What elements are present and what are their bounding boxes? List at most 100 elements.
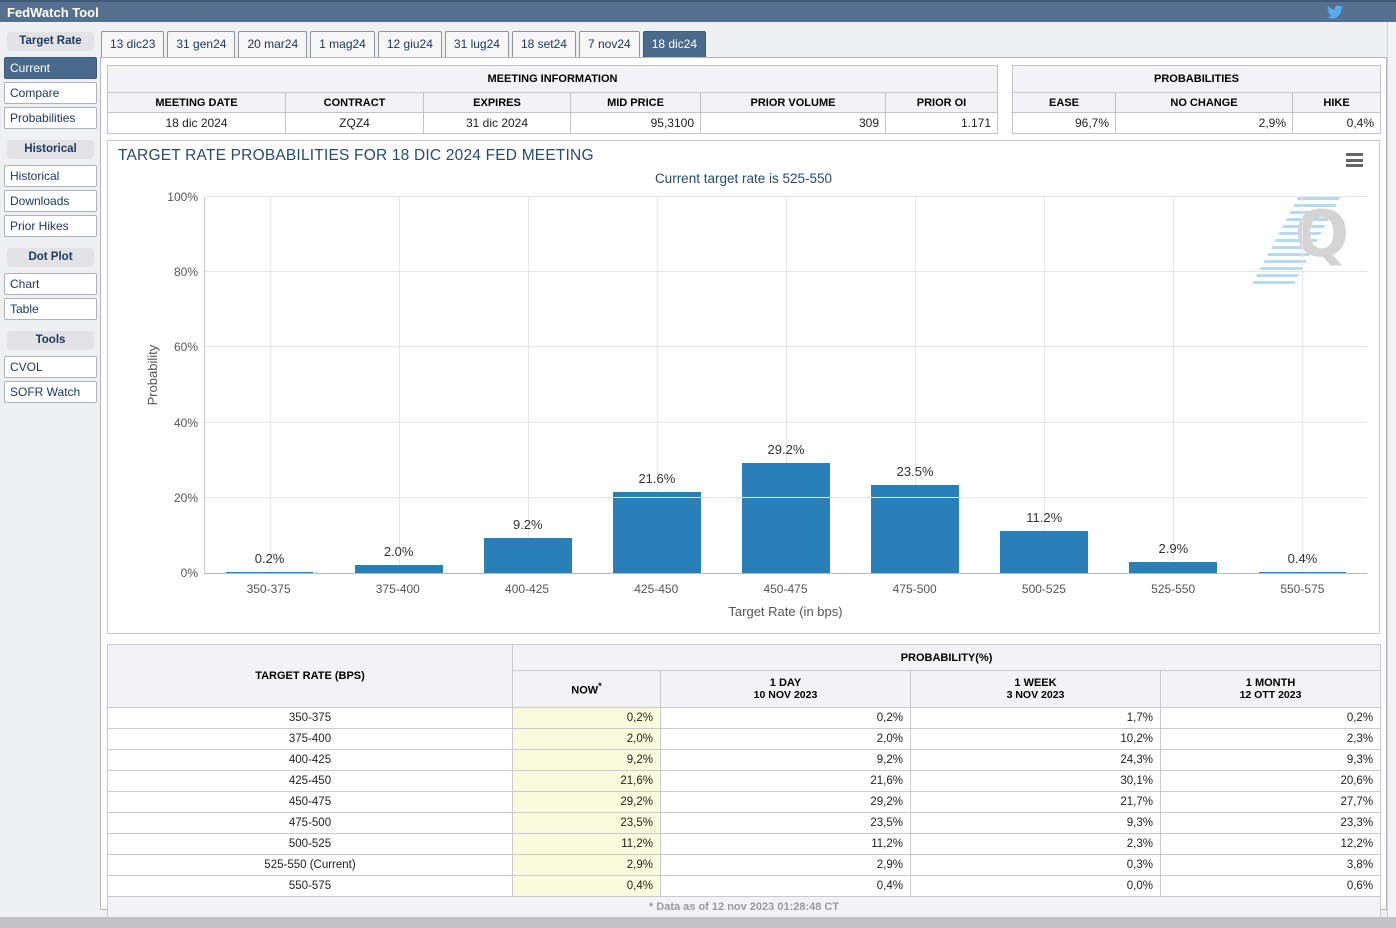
probability-bar-375-400 [354,565,443,573]
rate-cell: 525-550 (Current) [107,854,513,876]
bar-value-label: 23.5% [896,463,934,479]
category-500-525: 11.2% [980,197,1109,573]
sidebar-item-historical[interactable]: Historical [4,165,97,187]
sidebar-item-prior-hikes[interactable]: Prior Hikes [4,215,97,237]
probability-bar-350-375 [225,572,314,573]
value-cell: 12,2% [1159,833,1382,855]
value-cell: 1,7% [910,707,1161,729]
column-header-ease: EASE [1012,92,1116,113]
bar-series: 0.2% 2.0% 9.2% 21.6% 29.2% 23.5% 11.2% 2.9% 0.4% [205,197,1367,573]
meeting-date-tabs: 13 dic23 31 gen24 20 mar24 1 mag24 12 giu24 3… [101,31,707,59]
prob-header-row: EASE NO CHANGE HIKE [1012,92,1382,113]
tab-31-lug24[interactable]: 31 lug24 [444,31,509,59]
bottom-scrollbar-strip[interactable] [0,917,1396,928]
probability-bar-500-525 [1000,530,1089,573]
category-425-450: 21.6% [592,197,721,573]
probability-chart-panel: TARGET RATE PROBABILITIES FOR 18 DIC 202… [107,140,1380,634]
right-scroll-rail[interactable] [1387,22,1396,917]
header-line1: 1 MONTH [1245,677,1296,689]
sidebar-header-target-rate: Target Rate [7,32,94,51]
meeting-value-mid-price: 95,3100 [570,112,701,134]
twitter-icon[interactable] [1326,4,1344,20]
bar-value-label: 11.2% [1026,509,1063,525]
chart-menu-icon[interactable] [1346,153,1363,170]
bar-value-label: 9.2% [512,517,543,533]
meeting-value-contract: ZQZ4 [285,112,424,134]
probability-history-table: TARGET RATE (BPS) PROBABILITY(%) NOW* 1 DAY… [106,644,1382,918]
gridline [205,196,1367,197]
rate-cell: 375-400 [107,728,513,750]
meeting-header-row: MEETING DATE CONTRACT EXPIRES MID PRICE PRIO… [107,92,998,113]
probability-bar-450-475 [742,463,830,573]
sidebar-item-probabilities[interactable]: Probabilities [4,107,97,129]
sidebar-item-cvol[interactable]: CVOL [4,356,97,378]
x-axis-category-labels: 350-375 375-400 400-425 425-450 450-475 475-5… [204,582,1367,596]
rate-column-header: TARGET RATE (BPS) [107,644,513,708]
sidebar-section-target-rate: Target Rate Current Compare Probabilities [4,32,97,129]
category-550-575: 0.4% [1238,197,1367,573]
x-category-label-525-550: 525-550 [1151,582,1196,596]
sidebar-item-chart[interactable]: Chart [4,273,97,295]
sidebar-item-downloads[interactable]: Downloads [4,190,97,212]
rate-cell: 550-575 [107,875,513,897]
y-tick-label: 20% [173,490,198,505]
probabilities-summary-table: PROBABILITIES EASE NO CHANGE HIKE 96,7% 2,9% 0… [1011,65,1382,134]
bar-value-label: 0.4% [1287,550,1318,566]
category-525-550: 2.9% [1109,197,1238,573]
vertical-gridline [1044,197,1046,573]
now-value-cell: 9,2% [512,749,661,771]
table-row: 525-550 (Current) 2,9% 2,9% 0,3% 3,8% [107,854,1382,876]
tab-1-mag24[interactable]: 1 mag24 [310,31,375,59]
plot-area: 0.2% 2.0% 9.2% 21.6% 29.2% 23.5% 11.2% 2.9% 0.4%… [167,190,1367,580]
bar-value-label: 2.9% [1158,541,1189,557]
sidebar-item-current[interactable]: Current [4,57,97,79]
sidebar-header-dot-plot: Dot Plot [7,248,94,267]
category-450-475: 29.2% [721,197,850,573]
chart-subtitle: Current target rate is 525-550 [654,171,833,186]
category-475-500: 23.5% [851,197,980,573]
tab-31-gen24[interactable]: 31 gen24 [167,31,236,59]
sidebar-item-table[interactable]: Table [4,298,97,320]
x-category-label-400-425: 400-425 [505,582,550,596]
value-cell: 30,1% [910,770,1161,792]
now-value-cell: 2,0% [512,728,661,750]
meeting-title-row: MEETING INFORMATION [107,65,998,93]
tab-20-mar24[interactable]: 20 mar24 [238,31,308,59]
y-tick-label: 100% [167,190,198,204]
table-row: 550-575 0,4% 0,4% 0,0% 0,6% [107,875,1382,897]
column-header-meeting-date: MEETING DATE [107,92,286,113]
table-row: 450-475 29,2% 29,2% 21,7% 27,7% [107,791,1382,813]
value-cell: 9,3% [910,812,1161,834]
tab-18-set24[interactable]: 18 set24 [511,31,576,59]
vertical-gridline [915,197,917,573]
sidebar-item-compare[interactable]: Compare [4,82,97,104]
main-content-panel: MEETING INFORMATION MEETING DATE CONTRACT E… [100,57,1387,918]
meeting-value-expires: 31 dic 2024 [423,112,571,134]
meeting-table-title: MEETING INFORMATION [107,65,998,93]
tab-13-dic23[interactable]: 13 dic23 [101,31,165,59]
value-cell: 21,7% [910,791,1161,813]
column-header-expires: EXPIRES [423,92,571,113]
value-cell: 2,3% [1159,728,1382,750]
column-header-no-change: NO CHANGE [1115,92,1293,113]
table-row: 375-400 2,0% 2,0% 10,2% 2,3% [107,728,1382,750]
gridline [205,421,1367,423]
ptable-header-row-1: TARGET RATE (BPS) PROBABILITY(%) [107,644,1382,708]
meeting-information-table: MEETING INFORMATION MEETING DATE CONTRACT E… [107,65,998,134]
gridline [205,496,1367,498]
x-category-label-475-500: 475-500 [892,582,937,596]
vertical-gridline [1302,197,1304,573]
now-value-cell: 23,5% [512,812,661,834]
column-header-mid-price: MID PRICE [570,92,701,113]
tab-12-giu24[interactable]: 12 giu24 [377,31,442,59]
sidebar-header-tools: Tools [7,331,94,350]
tab-7-nov24[interactable]: 7 nov24 [578,31,640,59]
sidebar-item-sofr-watch[interactable]: SOFR Watch [4,381,97,403]
meeting-value-row: 18 dic 2024 ZQZ4 31 dic 2024 95,3100 309 1.17… [107,112,998,134]
probability-bar-525-550 [1129,562,1218,573]
header-line1: 1 WEEK [1014,677,1057,689]
tab-18-dic24[interactable]: 18 dic24 [642,31,707,59]
gridline [205,346,1367,348]
value-cell: 0,2% [660,707,911,729]
data-as-of-note: * Data as of 12 nov 2023 01:28:48 CT [106,896,1382,918]
